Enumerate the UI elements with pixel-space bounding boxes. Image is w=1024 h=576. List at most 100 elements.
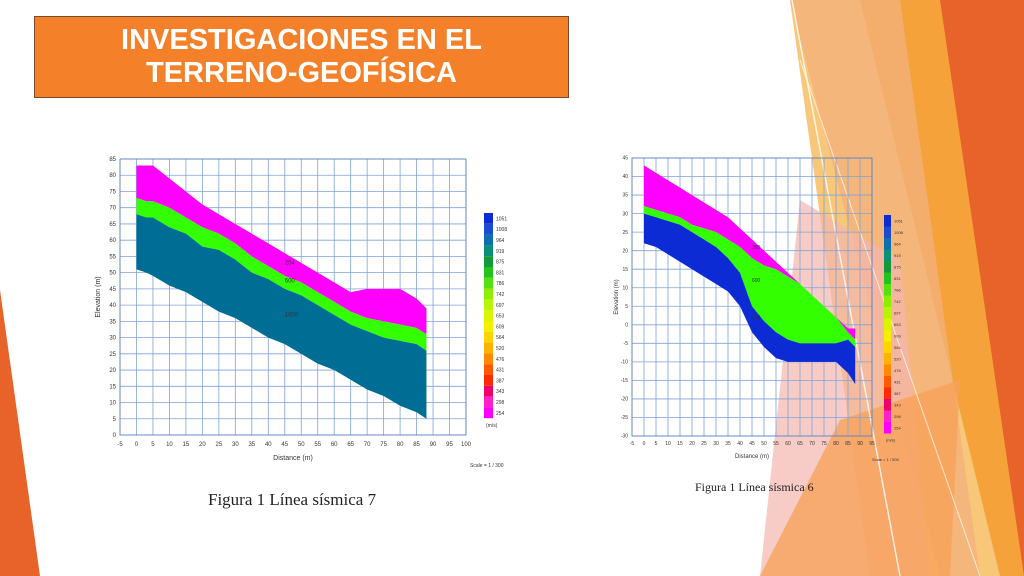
- legend-swatch: [884, 284, 891, 296]
- x-tick-label: 55: [314, 442, 321, 448]
- y-tick-label: 30: [109, 336, 116, 342]
- x-tick-label: 25: [701, 441, 707, 447]
- x-tick-label: 35: [725, 441, 731, 447]
- x-tick-label: 15: [677, 441, 683, 447]
- layer-label: 254: [285, 261, 296, 267]
- legend-swatch: [484, 310, 493, 321]
- y-tick-label: -10: [621, 360, 628, 366]
- x-tick-label: 0: [135, 442, 139, 448]
- title-line-1: INVESTIGACIONES EN EL: [121, 24, 482, 56]
- legend-label: 964: [496, 238, 505, 244]
- x-tick-label: 40: [265, 442, 272, 448]
- legend-swatch: [484, 385, 493, 397]
- legend-label: 431: [496, 368, 505, 374]
- x-tick-label: 30: [232, 442, 239, 448]
- legend-label: 1008: [496, 227, 507, 233]
- y-tick-label: 55: [109, 254, 116, 260]
- y-tick-label: 0: [625, 322, 628, 328]
- legend-swatch: [484, 299, 493, 311]
- legend-label: 831: [496, 270, 505, 276]
- legend-label: 919: [496, 249, 505, 255]
- legend-label: 520: [496, 346, 505, 352]
- legend-label: 431: [894, 379, 901, 384]
- legend-label: 298: [894, 414, 901, 419]
- layer-label: 1000: [285, 312, 299, 318]
- x-tick-label: 45: [749, 441, 755, 447]
- legend-swatch: [884, 295, 891, 307]
- y-tick-label: 60: [109, 238, 116, 244]
- y-axis-label: Elevation (m): [95, 276, 102, 317]
- legend-label: 609: [496, 324, 505, 330]
- plot-frame: [631, 157, 873, 437]
- velocity-legend: 1051 1008 964 919 875 831 786 742 697 653 609 564 52…: [884, 215, 904, 434]
- y-tick-label: 40: [622, 174, 628, 180]
- x-tick-label: 30: [713, 441, 719, 447]
- legend-swatch: [484, 375, 493, 386]
- x-tick-label: 85: [845, 441, 851, 447]
- legend-label: 609: [894, 333, 901, 338]
- legend-swatch: [884, 261, 891, 273]
- x-tick-label: -5: [630, 441, 635, 447]
- y-tick-label: 15: [109, 384, 116, 390]
- legend-swatch: [884, 353, 891, 365]
- velocity-layer-600: [136, 197, 427, 351]
- legend-swatch: [484, 396, 493, 408]
- x-tick-label: 50: [298, 442, 305, 448]
- legend-label: 254: [496, 411, 505, 417]
- legend-swatch: [484, 364, 493, 375]
- x-axis-label: Distance (m): [273, 455, 313, 462]
- legend-swatch: [484, 223, 493, 235]
- layer-label: 600: [285, 278, 296, 284]
- x-axis-label: Distance (m): [735, 454, 769, 460]
- x-tick-label: 70: [364, 442, 371, 448]
- plot-frame: [119, 158, 467, 436]
- legend-label: 742: [894, 299, 901, 304]
- legend-label: 964: [894, 241, 901, 246]
- legend-swatch: [884, 238, 891, 250]
- x-tick-label: 55: [773, 441, 779, 447]
- legend-swatch: [884, 330, 891, 342]
- legend-swatch: [484, 331, 493, 343]
- x-tick-label: 10: [665, 441, 671, 447]
- velocity-layer-900: [644, 213, 856, 385]
- y-tick-label: -25: [621, 415, 628, 421]
- x-tick-label: 60: [331, 442, 338, 448]
- legend-label: 1008: [894, 230, 904, 235]
- legend-label: 697: [496, 303, 505, 309]
- y-tick-label: -15: [621, 378, 628, 384]
- y-tick-label: 10: [622, 285, 628, 291]
- y-tick-label: 80: [109, 173, 116, 179]
- title-line-2: TERRENO-GEOFÍSICA: [146, 57, 457, 89]
- y-tick-label: 75: [109, 189, 116, 195]
- legend-units: (m/s): [886, 438, 896, 443]
- y-tick-label: 85: [109, 157, 116, 163]
- legend-label: 786: [496, 281, 505, 287]
- legend-swatch: [484, 256, 493, 267]
- y-tick-label: 10: [109, 401, 116, 407]
- x-tick-label: 65: [797, 441, 803, 447]
- legend-swatch: [884, 341, 891, 353]
- legend-label: 343: [894, 402, 901, 407]
- legend-swatch: [884, 376, 891, 388]
- x-tick-label: 40: [737, 441, 743, 447]
- x-tick-label: 65: [347, 442, 354, 448]
- y-axis-label: Elevation (m): [614, 279, 620, 314]
- y-tick-label: 20: [622, 248, 628, 254]
- legend-swatch: [484, 267, 493, 278]
- legend-label: 476: [894, 368, 901, 373]
- slide-title: INVESTIGACIONES EN EL TERRENO-GEOFÍSICA: [34, 16, 569, 98]
- y-tick-label: 5: [113, 417, 117, 423]
- figure-caption-7: Figura 1 Línea sísmica 7: [208, 490, 377, 509]
- legend-label: 1051: [496, 216, 507, 222]
- y-tick-label: 65: [109, 222, 116, 228]
- x-tick-label: 45: [281, 442, 288, 448]
- x-tick-label: 95: [446, 442, 453, 448]
- legend-swatch: [884, 364, 891, 376]
- legend-label: 343: [496, 389, 505, 395]
- legend-swatch: [884, 422, 891, 434]
- x-tick-label: 75: [380, 442, 387, 448]
- x-tick-label: 60: [785, 441, 791, 447]
- legend-swatch: [484, 353, 493, 365]
- y-tick-label: 0: [113, 433, 117, 439]
- y-tick-label: -5: [624, 341, 629, 347]
